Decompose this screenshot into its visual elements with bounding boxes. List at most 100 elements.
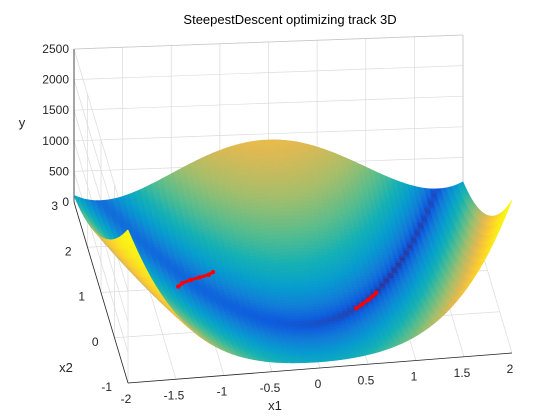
surface-patch <box>311 280 319 285</box>
surface-patch <box>294 226 302 231</box>
surface-patch <box>275 148 283 154</box>
surface-patch <box>216 302 224 307</box>
surface-patch <box>304 274 312 279</box>
surface-patch <box>339 280 347 285</box>
surface-patch <box>384 265 392 269</box>
surface-patch <box>299 251 307 256</box>
surface-patch <box>280 237 288 243</box>
surface-patch <box>363 286 370 290</box>
surface-patch <box>143 247 151 251</box>
surface-patch <box>347 291 355 296</box>
surface-mesh <box>73 139 513 364</box>
surface-patch <box>302 264 310 269</box>
surface-patch <box>342 292 350 296</box>
surface-patch <box>223 310 232 314</box>
surface-patch <box>279 174 287 180</box>
surface-patch <box>296 261 304 266</box>
surface-patch <box>351 283 359 288</box>
z-tick-label: 1000 <box>42 134 69 148</box>
surface-patch <box>290 203 298 209</box>
surface-patch <box>347 289 355 293</box>
surface-patch <box>295 230 303 235</box>
surface-patch <box>356 283 364 288</box>
surface-patch <box>203 298 211 302</box>
surface-patch <box>274 178 282 184</box>
surface-patch <box>264 153 272 159</box>
surface-patch <box>325 292 333 296</box>
surface-patch <box>334 283 342 288</box>
surface-patch <box>323 283 331 288</box>
track-point <box>359 302 365 307</box>
surface-patch <box>316 277 324 282</box>
surface-patch <box>371 275 379 280</box>
surface-patch <box>334 280 341 285</box>
surface-patch <box>341 289 349 293</box>
surface-patch <box>302 360 310 364</box>
surface-patch <box>349 278 357 282</box>
surface-patch <box>311 254 319 260</box>
x-tick-label: -0.5 <box>260 381 281 395</box>
surface-patch <box>324 286 332 291</box>
surface-patch <box>371 278 379 282</box>
surface-patch <box>264 148 272 155</box>
surface-patch <box>376 275 384 280</box>
surface-patch <box>277 222 285 228</box>
surface-patch <box>346 286 354 290</box>
surface-patch <box>397 252 405 257</box>
y-tick-label: 0 <box>92 335 99 349</box>
surface-patch <box>340 356 348 360</box>
track-point <box>370 294 375 299</box>
x-tick-label: 2 <box>507 362 514 376</box>
surface-patch <box>231 314 239 318</box>
surface-patch <box>290 258 298 263</box>
surface-patch <box>290 233 298 239</box>
surface-patch <box>277 195 285 201</box>
surface-patch <box>274 207 282 213</box>
surface-patch <box>286 211 294 216</box>
surface-patch <box>301 233 309 239</box>
surface-patch <box>366 278 374 282</box>
surface-patch <box>188 286 196 290</box>
surface-patch <box>326 294 334 299</box>
surface-patch <box>271 157 279 163</box>
surface-patch <box>332 274 340 279</box>
surface-patch <box>285 207 293 212</box>
track-point <box>210 269 216 275</box>
surface-patch <box>281 241 288 246</box>
x-tick-label: 1.5 <box>454 366 471 380</box>
surface-patch <box>281 215 289 220</box>
surface-patch <box>299 274 307 279</box>
track-point <box>197 275 202 280</box>
surface-patch <box>288 222 296 228</box>
box-top-edge <box>73 34 464 50</box>
surface-patch <box>253 332 261 336</box>
track-point <box>374 290 379 295</box>
surface-patch <box>367 281 375 285</box>
surface-patch <box>268 139 276 145</box>
surface-patch <box>331 292 339 296</box>
surface-patch <box>267 166 274 172</box>
surface-patch <box>288 191 296 197</box>
surface-patch <box>320 268 327 273</box>
x-tick-label: 0 <box>315 377 322 391</box>
surface-patch <box>286 183 294 189</box>
surface-patch <box>287 244 295 250</box>
surface-patch <box>272 166 280 172</box>
surface-patch <box>314 268 322 272</box>
surface-patch <box>358 289 366 293</box>
surface-patch <box>297 241 305 246</box>
y-axis-label: x2 <box>59 360 73 375</box>
surface-patch <box>307 261 315 266</box>
surface-patch <box>225 314 233 318</box>
surface-patch <box>289 230 297 235</box>
surface-patch <box>357 286 365 290</box>
track-point <box>188 277 193 283</box>
z-tick-label: 1500 <box>42 103 69 117</box>
x-tick-label: -2 <box>121 392 132 406</box>
surface-patch <box>202 293 210 297</box>
track-point <box>354 306 359 311</box>
surface-patch <box>270 152 278 159</box>
y-tick-label: 1 <box>78 290 85 304</box>
surface-patch <box>239 323 247 327</box>
